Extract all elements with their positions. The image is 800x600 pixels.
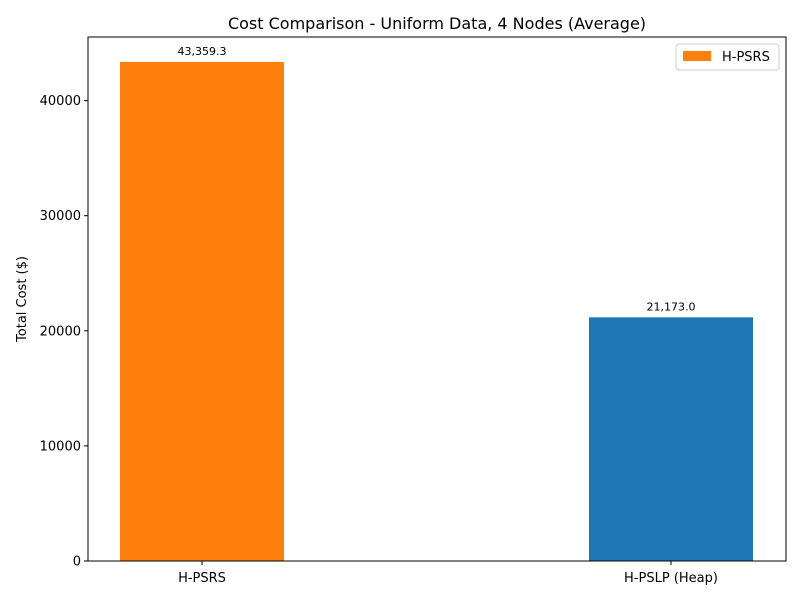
legend-entry-label: H-PSRS bbox=[722, 50, 770, 65]
x-tick-label: H-PSRS bbox=[178, 571, 226, 586]
legend: H-PSRS bbox=[675, 43, 780, 71]
x-tick-label: H-PSLP (Heap) bbox=[624, 571, 718, 586]
y-tick-label: 40000 bbox=[40, 94, 81, 109]
y-tick-label: 30000 bbox=[40, 209, 81, 224]
bars-group: 43,359.3 21,173.0 bbox=[120, 45, 753, 562]
bar-h-pslp-heap bbox=[589, 317, 753, 561]
plot-frame bbox=[87, 36, 787, 562]
data-label: 43,359.3 bbox=[178, 45, 227, 58]
y-tick-label: 0 bbox=[73, 555, 81, 570]
chart-title: Cost Comparison - Uniform Data, 4 Nodes … bbox=[228, 14, 646, 33]
data-label: 21,173.0 bbox=[647, 300, 696, 313]
legend-swatch bbox=[683, 51, 711, 61]
y-tick-label: 10000 bbox=[40, 439, 81, 454]
y-axis-label: Total Cost ($) bbox=[15, 256, 30, 343]
y-ticks-group: 0 10000 20000 30000 40000 bbox=[40, 94, 88, 570]
legend-box bbox=[675, 43, 780, 71]
bar-h-psrs bbox=[120, 61, 284, 562]
y-tick-label: 20000 bbox=[40, 324, 81, 339]
x-ticks-group: H-PSRS H-PSLP (Heap) bbox=[178, 561, 718, 586]
